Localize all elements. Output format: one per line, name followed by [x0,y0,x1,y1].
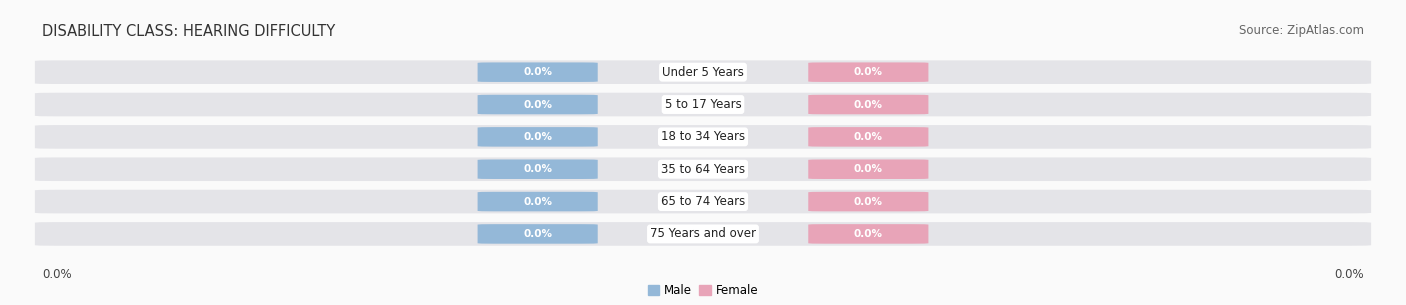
FancyBboxPatch shape [478,95,598,114]
FancyBboxPatch shape [35,157,1371,181]
Text: 35 to 64 Years: 35 to 64 Years [661,163,745,176]
Text: 0.0%: 0.0% [853,164,883,174]
Text: 0.0%: 0.0% [523,99,553,109]
FancyBboxPatch shape [808,63,928,82]
FancyBboxPatch shape [808,127,928,147]
FancyBboxPatch shape [478,192,598,211]
Text: 18 to 34 Years: 18 to 34 Years [661,130,745,143]
FancyBboxPatch shape [478,224,598,244]
Text: 0.0%: 0.0% [42,267,72,281]
Text: 0.0%: 0.0% [1334,267,1364,281]
FancyBboxPatch shape [808,95,928,114]
Text: 0.0%: 0.0% [853,229,883,239]
Text: 75 Years and over: 75 Years and over [650,228,756,240]
Text: 0.0%: 0.0% [523,67,553,77]
Text: 0.0%: 0.0% [523,164,553,174]
Text: 0.0%: 0.0% [523,132,553,142]
Text: 65 to 74 Years: 65 to 74 Years [661,195,745,208]
FancyBboxPatch shape [808,160,928,179]
FancyBboxPatch shape [35,190,1371,214]
FancyBboxPatch shape [478,63,598,82]
Text: 0.0%: 0.0% [853,99,883,109]
Text: 0.0%: 0.0% [853,67,883,77]
Text: 0.0%: 0.0% [853,132,883,142]
Text: 0.0%: 0.0% [853,197,883,206]
Text: 0.0%: 0.0% [523,229,553,239]
FancyBboxPatch shape [35,93,1371,116]
FancyBboxPatch shape [808,192,928,211]
FancyBboxPatch shape [478,127,598,147]
Legend: Male, Female: Male, Female [645,282,761,299]
Text: 5 to 17 Years: 5 to 17 Years [665,98,741,111]
Text: Under 5 Years: Under 5 Years [662,66,744,79]
FancyBboxPatch shape [478,160,598,179]
Text: Source: ZipAtlas.com: Source: ZipAtlas.com [1239,24,1364,38]
FancyBboxPatch shape [808,224,928,244]
FancyBboxPatch shape [35,60,1371,84]
Text: 0.0%: 0.0% [523,197,553,206]
Text: DISABILITY CLASS: HEARING DIFFICULTY: DISABILITY CLASS: HEARING DIFFICULTY [42,24,336,39]
FancyBboxPatch shape [35,125,1371,149]
FancyBboxPatch shape [35,222,1371,246]
